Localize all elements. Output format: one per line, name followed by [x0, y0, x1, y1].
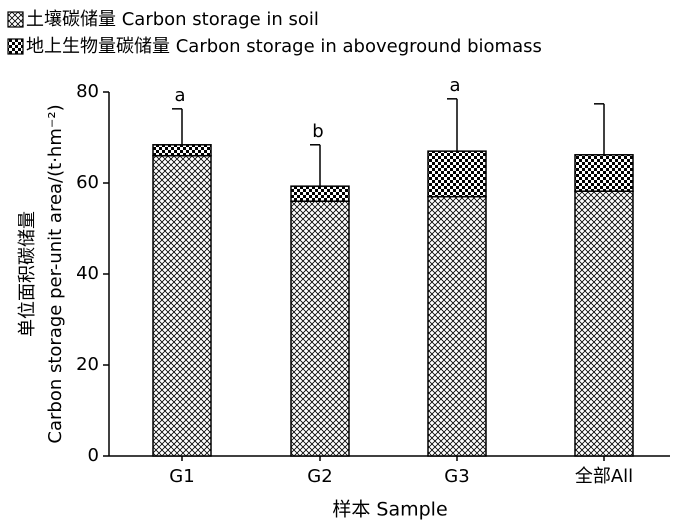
legend-label: 地上生物量碳储量 Carbon storage in aboveground b… — [26, 36, 542, 57]
x-axis-title: 样本 Sample — [332, 499, 447, 521]
y-tick-label: 20 — [76, 354, 99, 375]
bar-segment — [290, 185, 350, 202]
y-axis-title: 单位面积碳储量 — [17, 211, 38, 337]
y-tick-label: 80 — [76, 81, 99, 102]
bar-segment — [152, 144, 212, 157]
bar-segment — [574, 190, 634, 457]
bar-segment — [290, 200, 350, 457]
annotation: a — [449, 75, 460, 96]
x-tick-label: G1 — [169, 466, 194, 487]
x-tick-label: G3 — [444, 466, 469, 487]
y-tick-label: 0 — [88, 445, 99, 466]
annotation: b — [312, 121, 323, 142]
y-tick-label: 40 — [76, 263, 99, 284]
legend-swatch — [7, 11, 24, 28]
bar-segment — [152, 154, 212, 457]
bar-segment — [427, 195, 487, 457]
legend-swatch — [7, 38, 24, 55]
bar-segment — [427, 150, 487, 198]
legend-label: 土壤碳储量 Carbon storage in soil — [26, 9, 319, 30]
x-tick-label: 全部All — [575, 466, 633, 487]
x-tick-label: G2 — [307, 466, 332, 487]
bar-segment — [574, 154, 634, 192]
y-tick-label: 60 — [76, 172, 99, 193]
annotation: a — [174, 85, 185, 106]
y-axis-title: Carbon storage per-unit area/(t·hm⁻²) — [45, 104, 66, 443]
